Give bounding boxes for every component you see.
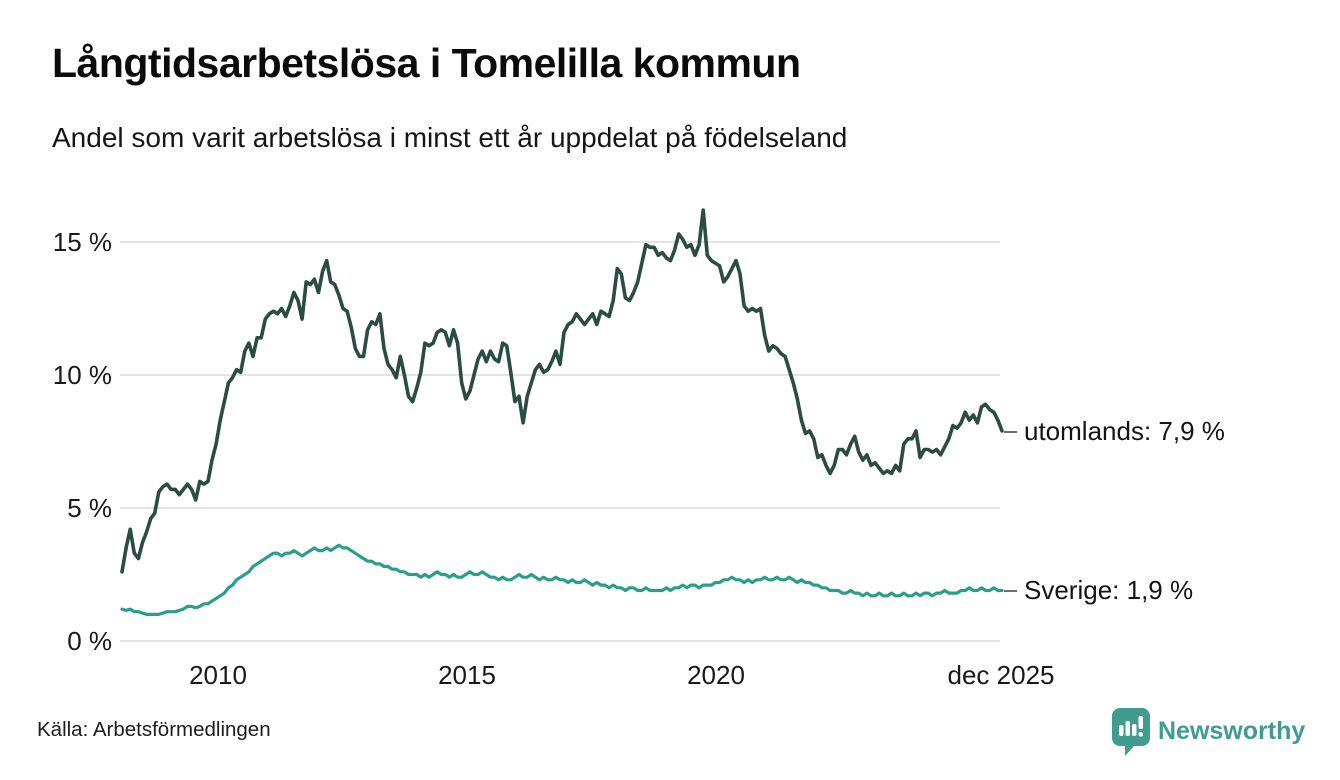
chart-subtitle: Andel som varit arbetslösa i minst ett å… [52, 122, 848, 153]
y-axis-tick-15: 15 % [52, 227, 112, 257]
label-dash-icon [1004, 589, 1017, 592]
x-axis-tick-2020: 2020 [687, 660, 745, 690]
x-axis-tick-2015: 2015 [438, 660, 496, 690]
series-label-sverige: Sverige: 1,9 % [1004, 574, 1193, 606]
x-axis-tick-dec-2025: dec 2025 [947, 660, 1055, 690]
bar-chart-speech-bubble-icon [1112, 708, 1150, 756]
source-note: Källa: Arbetsförmedlingen [37, 718, 271, 741]
series-label-utomlands: utomlands: 7,9 % [1004, 415, 1225, 447]
x-axis-tick-2010: 2010 [189, 660, 247, 690]
label-dash-icon [1004, 430, 1017, 433]
line-sverige [120, 543, 1004, 617]
gridlines [120, 241, 1000, 642]
series-label-utomlands-text: utomlands: 7,9 % [1024, 416, 1225, 446]
line-utomlands [120, 208, 1004, 574]
y-axis-tick-10: 10 % [52, 360, 112, 390]
brand-logo: Newsworthy [1112, 708, 1305, 756]
page-title: Långtidsarbetslösa i Tomelilla kommun [52, 40, 801, 86]
y-axis-tick-5: 5 % [67, 493, 112, 523]
y-axis-tick-0: 0 % [67, 626, 112, 656]
series-label-sverige-text: Sverige: 1,9 % [1024, 575, 1194, 605]
brand-name: Newsworthy [1158, 717, 1306, 745]
